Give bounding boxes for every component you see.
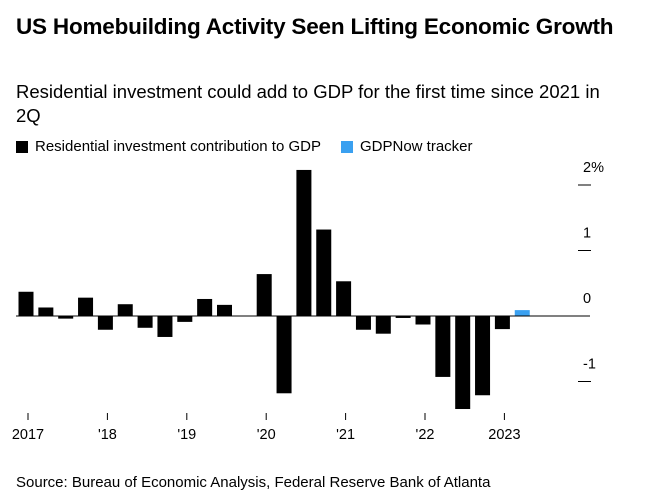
x-tick-label-2: '19	[177, 427, 196, 443]
bar-residential-3	[78, 297, 94, 316]
bar-gdpnow	[514, 310, 530, 316]
bar-residential-23	[475, 316, 491, 396]
bar-residential-8	[177, 316, 193, 322]
x-tick-label-6: 2023	[488, 427, 520, 443]
x-tick-label-3: '20	[257, 427, 276, 443]
bar-residential-1	[38, 307, 54, 316]
bar-group	[16, 169, 590, 410]
legend-label-residential: Residential investment contribution to G…	[35, 138, 321, 155]
y-tick-label-0: 2%	[583, 160, 604, 176]
y-tick-label-3: -1	[583, 357, 596, 373]
bar-residential-4	[97, 316, 113, 330]
bar-residential-6	[137, 316, 153, 328]
bar-residential-0	[18, 291, 34, 316]
bar-residential-20	[415, 316, 431, 325]
y-tick-label-1: 1	[583, 226, 591, 242]
bar-residential-14	[296, 169, 312, 316]
legend-swatch-gdpnow	[340, 140, 353, 153]
bar-residential-17	[355, 316, 371, 330]
bar-residential-2	[58, 316, 74, 319]
x-tick-label-5: '22	[416, 427, 435, 443]
y-tick-label-2: 0	[583, 291, 591, 307]
legend: Residential investment contribution to G…	[16, 138, 493, 155]
bar-residential-13	[276, 316, 292, 394]
bar-residential-16	[336, 281, 352, 316]
bar-residential-12	[256, 274, 272, 316]
x-tick-label-1: '18	[98, 427, 117, 443]
legend-swatch-residential	[16, 140, 28, 153]
bar-residential-9	[197, 298, 213, 316]
bar-residential-5	[117, 304, 133, 316]
y-axis: 2% 1 0 -1	[578, 160, 604, 382]
legend-item-residential: Residential investment contribution to G…	[16, 138, 321, 155]
x-axis: 2017 '18 '19 '20 '21 '22 2023	[12, 413, 521, 443]
bar-residential-18	[375, 316, 391, 334]
bar-residential-21	[435, 316, 451, 377]
bar-residential-7	[157, 316, 173, 337]
bar-residential-22	[455, 316, 471, 410]
legend-item-gdpnow: GDPNow tracker	[340, 138, 473, 155]
bar-residential-15	[316, 229, 332, 316]
source-note: Source: Bureau of Economic Analysis, Fed…	[16, 474, 491, 491]
bar-residential-10	[217, 304, 232, 316]
bar-residential-19	[395, 316, 411, 318]
chart-title: US Homebuilding Activity Seen Lifting Ec…	[16, 14, 614, 39]
x-tick-label-4: '21	[336, 427, 355, 443]
chart-subtitle: Residential investment could add to GDP …	[16, 81, 600, 126]
x-tick-label-0: 2017	[12, 427, 44, 443]
legend-label-gdpnow: GDPNow tracker	[359, 138, 473, 155]
bar-residential-24	[494, 316, 510, 330]
